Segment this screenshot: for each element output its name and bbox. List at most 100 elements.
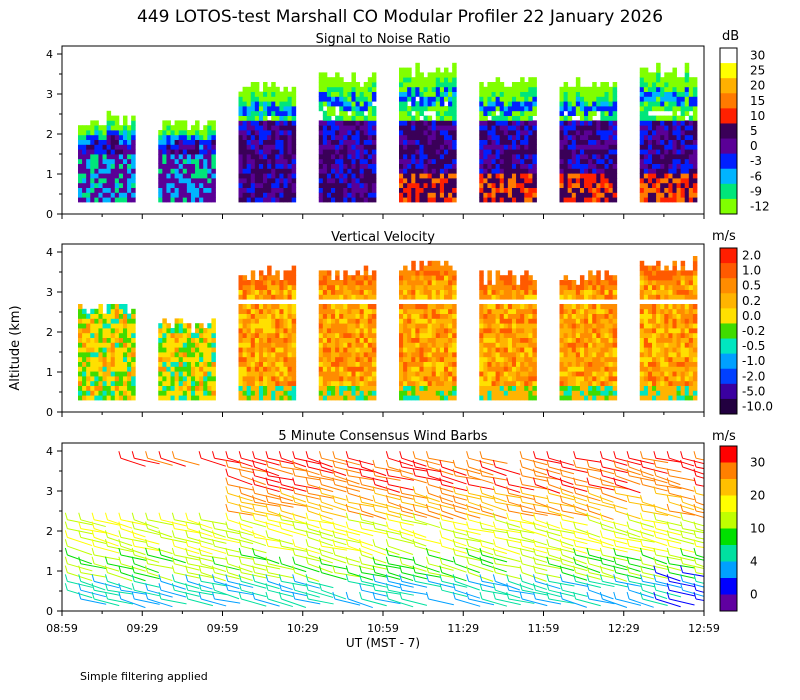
- heatmap-cell: [503, 173, 509, 179]
- heatmap-cell: [411, 328, 416, 334]
- heatmap-cell: [584, 182, 589, 188]
- heatmap-cell: [322, 371, 328, 377]
- heatmap-cell: [326, 289, 332, 295]
- heatmap-cell: [511, 280, 517, 286]
- heatmap-cell: [90, 395, 95, 401]
- heatmap-cell: [238, 390, 243, 396]
- heatmap-cell: [604, 86, 609, 92]
- heatmap-cell: [579, 192, 585, 198]
- heatmap-cell: [604, 197, 609, 203]
- heatmap-cell: [195, 352, 200, 358]
- heatmap-cell: [94, 313, 99, 319]
- heatmap-cell: [559, 371, 564, 377]
- heatmap-cell: [680, 149, 686, 155]
- heatmap-cell: [279, 125, 284, 131]
- heatmap-cell: [343, 134, 348, 140]
- heatmap-cell: [127, 197, 132, 203]
- heatmap-cell: [664, 96, 669, 102]
- heatmap-cell: [643, 265, 649, 271]
- heatmap-cell: [684, 178, 690, 184]
- heatmap-cell: [652, 101, 657, 107]
- heatmap-cell: [339, 313, 344, 319]
- heatmap-cell: [415, 323, 420, 329]
- heatmap-cell: [271, 158, 276, 164]
- heatmap-cell: [516, 337, 521, 343]
- heatmap-cell: [258, 280, 264, 286]
- heatmap-cell: [267, 390, 272, 396]
- heatmap-cell: [528, 134, 533, 140]
- heatmap-cell: [371, 168, 377, 174]
- heatmap-cell: [331, 294, 336, 300]
- heatmap-cell: [584, 106, 589, 112]
- heatmap-cell: [604, 284, 609, 290]
- heatmap-cell: [407, 284, 412, 290]
- heatmap-cell: [516, 82, 521, 88]
- heatmap-cell: [399, 110, 404, 116]
- heatmap-cell: [443, 313, 449, 319]
- heatmap-cell: [608, 163, 614, 169]
- heatmap-cell: [186, 197, 192, 203]
- heatmap-cell: [584, 197, 589, 203]
- heatmap-cell: [647, 197, 653, 203]
- heatmap-cell: [355, 390, 361, 396]
- heatmap-cell: [672, 134, 677, 140]
- heatmap-cell: [367, 390, 373, 396]
- heatmap-cell: [435, 270, 441, 276]
- heatmap-cell: [106, 318, 112, 324]
- heatmap-cell: [207, 352, 212, 358]
- heatmap-cell: [291, 356, 297, 362]
- heatmap-cell: [291, 115, 297, 121]
- heatmap-cell: [415, 139, 420, 145]
- heatmap-cell: [318, 323, 324, 329]
- heatmap-cell: [182, 168, 188, 174]
- heatmap-cell: [575, 371, 581, 377]
- heatmap-cell: [499, 96, 505, 102]
- heatmap-cell: [575, 347, 581, 353]
- heatmap-cell: [263, 275, 268, 281]
- heatmap-cell: [507, 294, 513, 300]
- heatmap-cell: [563, 86, 569, 92]
- heatmap-cell: [520, 371, 525, 377]
- heatmap-cell: [211, 356, 216, 362]
- heatmap-cell: [403, 294, 408, 300]
- heatmap-cell: [82, 337, 87, 343]
- heatmap-cell: [672, 96, 677, 102]
- heatmap-cell: [448, 178, 453, 184]
- heatmap-cell: [258, 304, 264, 310]
- heatmap-cell: [672, 115, 677, 121]
- heatmap-cell: [246, 178, 252, 184]
- heatmap-cell: [528, 390, 533, 396]
- heatmap-cell: [491, 356, 497, 362]
- heatmap-cell: [491, 91, 497, 97]
- heatmap-cell: [322, 380, 328, 386]
- heatmap-cell: [331, 337, 336, 343]
- heatmap-cell: [359, 356, 365, 362]
- heatmap-cell: [355, 361, 361, 367]
- heatmap-cell: [431, 82, 437, 88]
- heatmap-cell: [448, 318, 453, 324]
- heatmap-cell: [592, 168, 597, 174]
- heatmap-cell: [122, 380, 128, 386]
- heatmap-cell: [503, 120, 509, 126]
- heatmap-cell: [250, 294, 256, 300]
- heatmap-cell: [267, 352, 272, 358]
- heatmap-cell: [399, 289, 404, 295]
- heatmap-cell: [439, 125, 445, 131]
- heatmap-cell: [604, 130, 609, 136]
- heatmap-cell: [639, 82, 645, 88]
- heatmap-cell: [439, 385, 445, 391]
- heatmap-cell: [448, 337, 453, 343]
- heatmap-cell: [82, 125, 87, 131]
- heatmap-cell: [435, 134, 441, 140]
- heatmap-cell: [584, 366, 589, 372]
- heatmap-cell: [275, 366, 280, 372]
- heatmap-cell: [423, 91, 429, 97]
- heatmap-cell: [335, 86, 340, 92]
- heatmap-cell: [684, 182, 690, 188]
- heatmap-cell: [639, 67, 645, 73]
- heatmap-cell: [178, 371, 184, 377]
- heatmap-cell: [411, 323, 416, 329]
- heatmap-cell: [656, 187, 661, 193]
- heatmap-cell: [596, 390, 601, 396]
- heatmap-cell: [347, 342, 352, 348]
